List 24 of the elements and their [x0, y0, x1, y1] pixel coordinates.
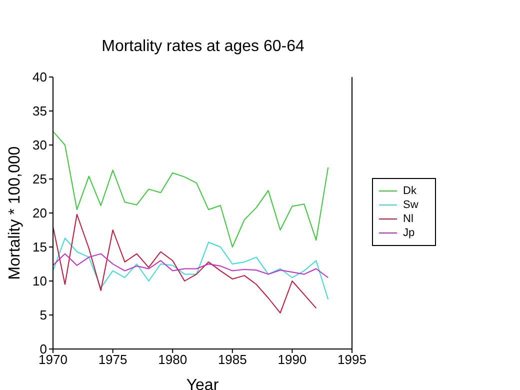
y-tick-label: 30	[32, 138, 47, 153]
x-tick-label: 1995	[338, 352, 366, 368]
y-tick-label: 15	[32, 240, 47, 255]
line-series	[53, 130, 329, 248]
legend-label: Jp	[403, 227, 415, 239]
y-tick-label: 40	[32, 70, 47, 85]
x-tick-label: 1980	[158, 352, 188, 368]
chart-title: Mortality rates at ages 60-64	[100, 38, 306, 56]
line-series	[53, 253, 329, 278]
x-tick-label: 1990	[278, 352, 307, 368]
legend-label: Nl	[403, 213, 414, 225]
x-axis-title: Year	[186, 377, 220, 390]
x-tick-label: 1985	[218, 352, 247, 368]
y-tick-label: 5	[40, 308, 47, 323]
line-series	[53, 214, 317, 314]
y-tick-label: 25	[32, 172, 47, 187]
legend-label: Dk	[403, 185, 416, 197]
y-tick-label: 10	[32, 274, 47, 289]
legend-label: Sw	[403, 199, 418, 211]
x-tick-label: 1975	[98, 352, 128, 368]
y-axis-title: Mortality * 100,000	[6, 146, 24, 280]
y-tick-label: 20	[32, 206, 47, 221]
line-series	[53, 238, 329, 300]
y-tick-label: 35	[32, 104, 47, 119]
